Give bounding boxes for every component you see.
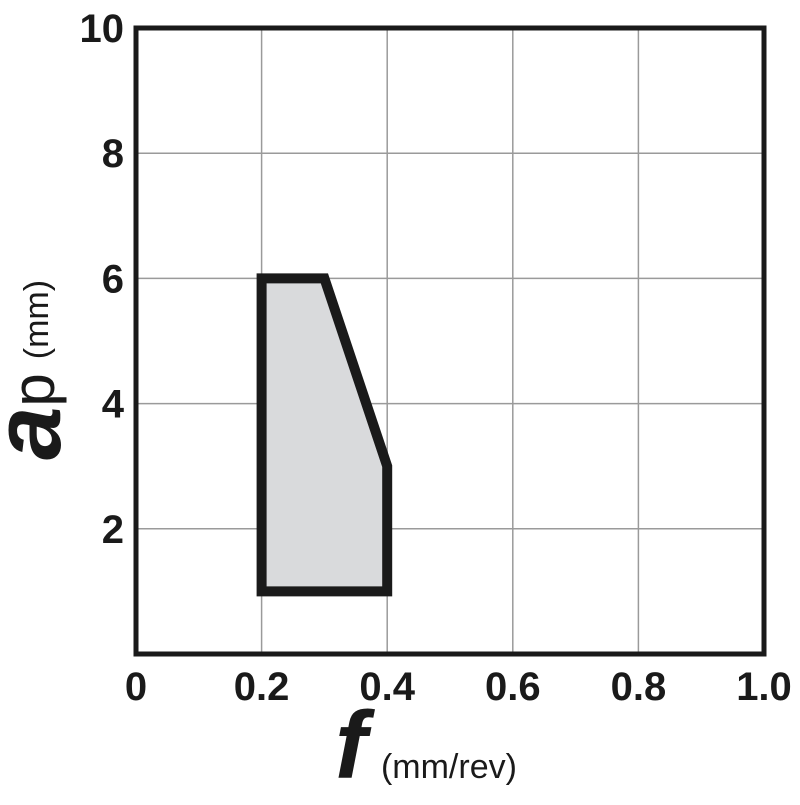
x-tick-label: 0.6 xyxy=(485,665,541,709)
x-tick-label: 0 xyxy=(125,665,147,709)
x-axis-unit: (mm/rev) xyxy=(381,748,517,786)
plot-frame xyxy=(133,25,767,657)
y-tick-labels: 2 4 6 8 10 xyxy=(80,7,125,552)
grid-lines xyxy=(136,28,764,654)
y-axis-symbol: a xyxy=(0,407,81,460)
x-tick-label: 0.4 xyxy=(359,665,415,709)
y-axis-label: ap (mm) xyxy=(0,280,81,460)
operating-region xyxy=(256,273,393,597)
y-axis-unit: (mm) xyxy=(18,280,56,359)
y-tick-label: 2 xyxy=(102,508,124,552)
x-tick-label: 1.0 xyxy=(736,665,792,709)
x-tick-labels: 0 0.2 0.4 0.6 0.8 1.0 xyxy=(125,665,792,709)
y-tick-label: 4 xyxy=(102,383,125,427)
x-tick-label: 0.2 xyxy=(234,665,290,709)
x-tick-label: 0.8 xyxy=(611,665,667,709)
y-tick-label: 8 xyxy=(102,132,124,176)
y-axis-subscript: p xyxy=(0,373,67,406)
y-tick-label: 10 xyxy=(80,7,125,51)
y-tick-label: 6 xyxy=(102,257,124,301)
